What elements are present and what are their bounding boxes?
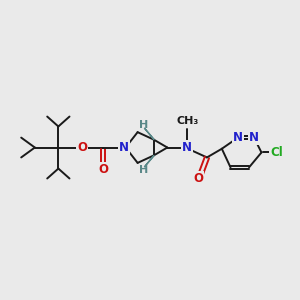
Text: O: O <box>98 163 108 176</box>
Text: N: N <box>182 141 192 154</box>
Text: N: N <box>119 141 129 154</box>
Text: N: N <box>249 131 259 144</box>
Text: O: O <box>77 141 87 154</box>
Text: H: H <box>139 165 148 175</box>
Text: N: N <box>233 131 243 144</box>
Text: Cl: Cl <box>270 146 283 159</box>
Text: CH₃: CH₃ <box>176 116 198 127</box>
Polygon shape <box>144 128 154 140</box>
Polygon shape <box>144 155 154 167</box>
Text: O: O <box>193 172 203 185</box>
Text: H: H <box>139 120 148 130</box>
